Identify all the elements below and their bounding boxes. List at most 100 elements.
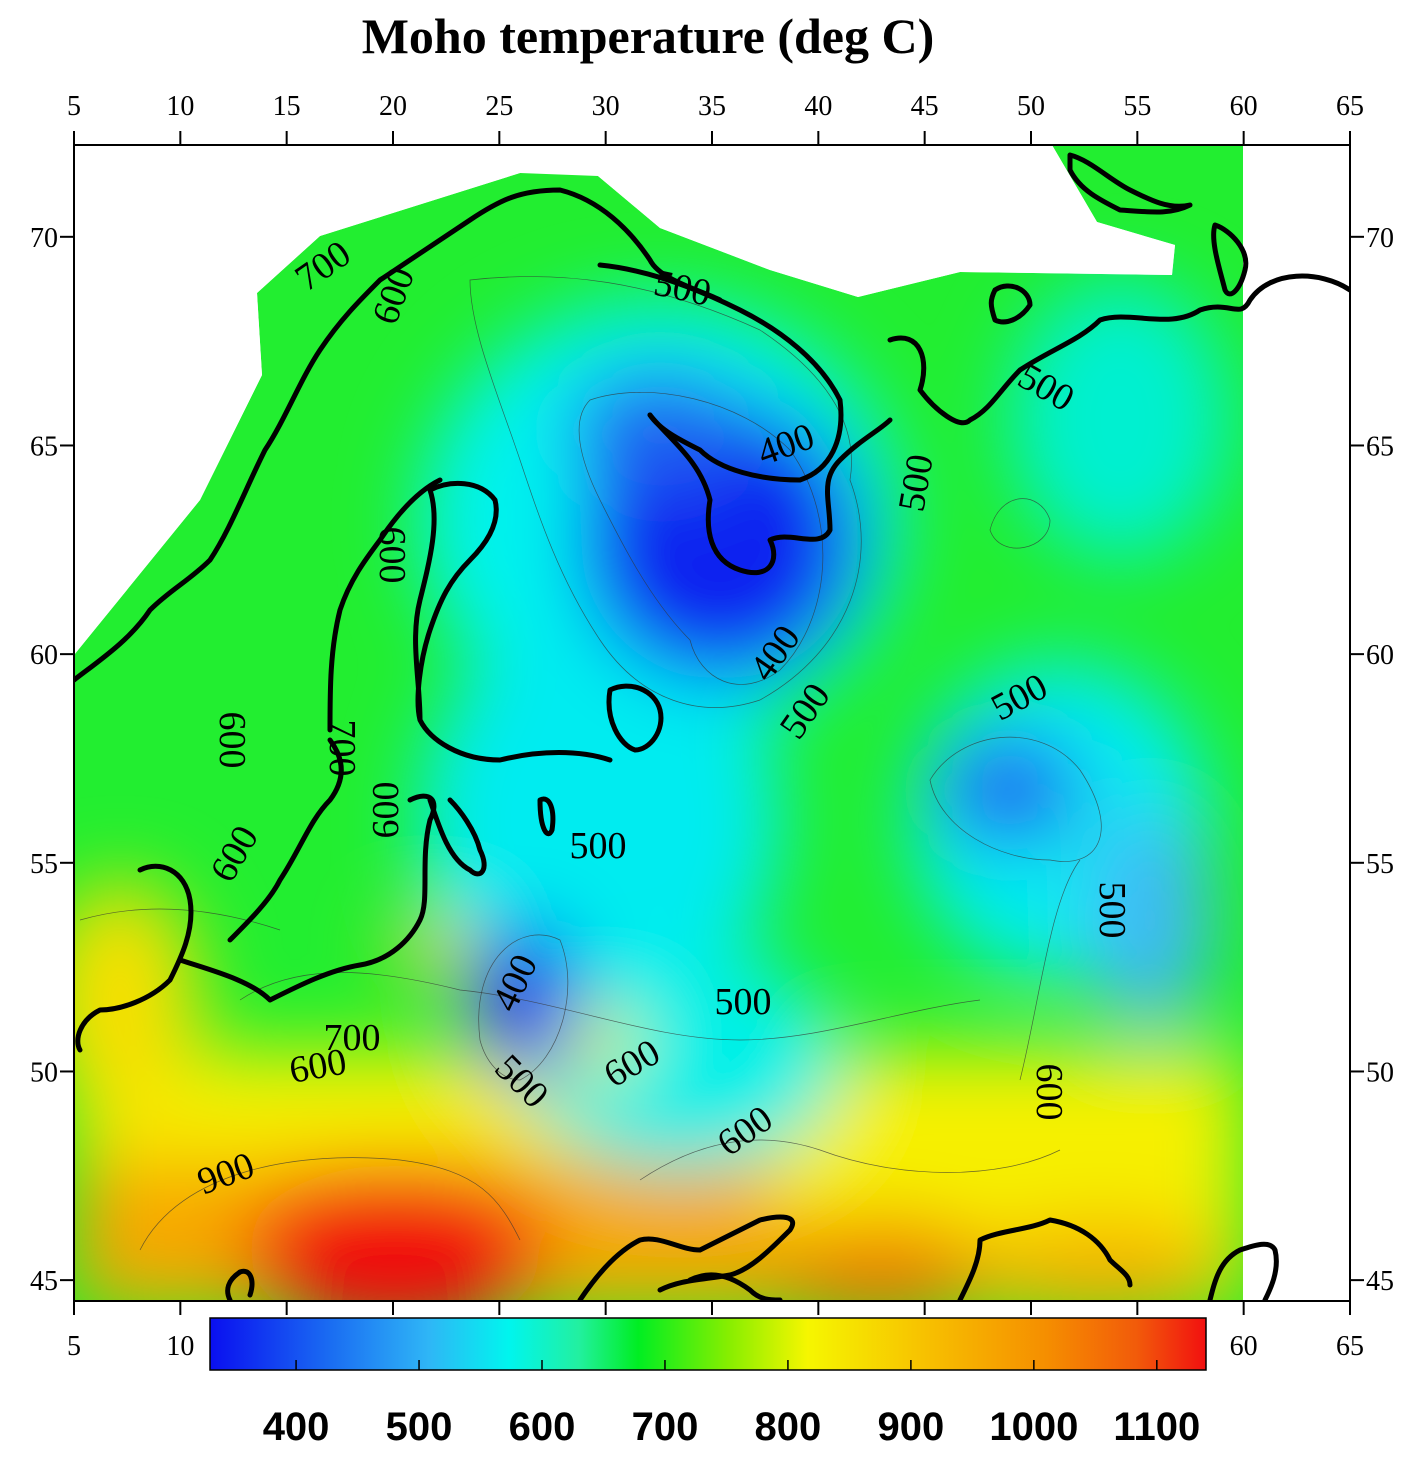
coastline-white-sea [647,412,893,576]
lon-tick-label-top: 10 [166,91,194,122]
lat-tick-label-right: 60 [1366,640,1394,671]
lon-tick-label-top: 30 [592,91,620,122]
no-data-area-west [74,145,520,655]
coastlines [74,152,1350,1301]
field-yellow-gdansk [390,920,470,980]
colorbar-ticks: 400 500 600 700 800 900 1000 1100 [263,1360,1200,1449]
coastline-norway [74,187,723,683]
lon-tick-label-top: 60 [1230,91,1258,122]
coastline-lake-onega [537,796,556,837]
contour-line [469,276,862,708]
lat-tick-label-left: 70 [30,223,58,254]
contour-lines [79,276,1102,1251]
lon-tick-label-bottom: 60 [1230,1331,1258,1362]
coastline-kola [597,262,844,483]
contour-label: 500 [715,981,772,1023]
lat-tick-label-right: 45 [1366,1266,1394,1297]
lat-tick-label-left: 45 [30,1266,58,1297]
lon-tick-label-top: 55 [1123,91,1151,122]
no-data-area-east [1243,145,1350,1301]
field-blue-volga [940,735,1080,845]
contour-label: 500 [891,451,942,514]
contour-line [139,1157,521,1251]
coastline-baltic-south [177,793,437,1003]
lat-tick-label-left: 55 [30,849,58,880]
contour-label: 600 [1028,1064,1070,1121]
lat-tick-label-right: 50 [1366,1057,1394,1088]
lon-tick-label-top: 40 [804,91,832,122]
coastline-lake-ladoga [606,683,664,753]
colorbar-tick-label: 400 [263,1405,330,1449]
contour-line [989,498,1051,549]
temperature-field [74,145,1350,1301]
contour-line [239,972,981,1041]
lat-tick-label-left: 60 [30,640,58,671]
lon-tick-label-top: 50 [1017,91,1045,122]
latitude-axis-right: 45 50 55 60 65 70 [1350,223,1394,1297]
lat-tick-label-right: 55 [1366,849,1394,880]
coastline-barents-east [887,273,1350,426]
longitude-axis-bottom: 5 10 60 65 [67,1301,1364,1362]
coastline-black-sea [577,1214,795,1301]
latitude-axis-left: 45 50 55 60 65 70 [30,223,74,1297]
coastline-caspian [957,1217,1133,1301]
contour-label: 700 [321,720,363,777]
lon-tick-label-top: 25 [485,91,513,122]
lon-tick-label-bottom: 10 [166,1331,194,1362]
coastline-kolguev [988,283,1033,325]
coastline-sweden-finland [413,480,613,763]
lon-tick-label-top: 5 [67,91,81,122]
field-cyan-south [520,950,840,1170]
coastline-vaygach [1211,222,1249,297]
lon-tick-label-top: 35 [698,91,726,122]
coastline-denmark [75,863,194,1053]
field-hot-caspian [970,1220,1230,1301]
contour-label: 500 [570,825,627,867]
contour-label: 700 [324,1017,381,1059]
contour-line [639,1139,1061,1181]
coastline-novaya-zemlya [1067,152,1193,215]
lon-tick-label-top: 15 [273,91,301,122]
contour-label: 500 [1091,882,1133,939]
field-cyan-ne [1010,280,1230,560]
contour-line [79,908,281,931]
contour-label: 600 [371,527,413,584]
lon-tick-label-bottom: 5 [67,1331,81,1362]
lat-tick-label-left: 65 [30,431,58,462]
coastline-azov-crimea [687,1272,783,1301]
contour-label: 600 [211,712,253,769]
coastline-sweden-south [227,737,344,943]
field-hot-core [245,1165,545,1301]
lat-tick-label-right: 65 [1366,431,1394,462]
contour-line [578,391,824,685]
lon-tick-label-top: 45 [911,91,939,122]
longitude-axis-top: 5 10 15 20 25 30 35 40 45 50 55 60 65 [67,91,1364,145]
contour-line [929,736,1102,862]
colorbar-gradient [209,1317,1207,1371]
lat-tick-label-right: 70 [1366,223,1394,254]
coastline-adriatic [225,1268,255,1301]
contour-label: 600 [365,782,407,839]
coastline-sweden-west [327,477,443,733]
no-data-area [598,145,1175,297]
map-title: Moho temperature (deg C) [362,8,935,64]
field-light-blue-ural [1090,810,1210,1030]
colorbar-tick-label: 900 [878,1405,945,1449]
lon-tick-label-bottom: 65 [1336,1331,1364,1362]
colorbar-tick-label: 500 [386,1405,453,1449]
colorbar: 400 500 600 700 800 900 1000 1100 [209,1317,1207,1449]
field-yellow-spot [560,1010,640,1080]
lon-tick-label-top: 65 [1336,91,1364,122]
lat-tick-label-left: 50 [30,1057,58,1088]
contour-line [478,934,569,1081]
lon-tick-label-top: 20 [379,91,407,122]
contour-label: 600 [286,1041,349,1092]
colorbar-tick-label: 600 [509,1405,576,1449]
field-hot-east [760,1220,1000,1301]
coastline-baltic-east [427,797,487,877]
contour-line [1019,859,1081,1081]
coastline-aral [1207,1241,1279,1301]
colorbar-tick-label: 800 [755,1405,822,1449]
colorbar-tick-label: 1100 [1113,1405,1200,1449]
